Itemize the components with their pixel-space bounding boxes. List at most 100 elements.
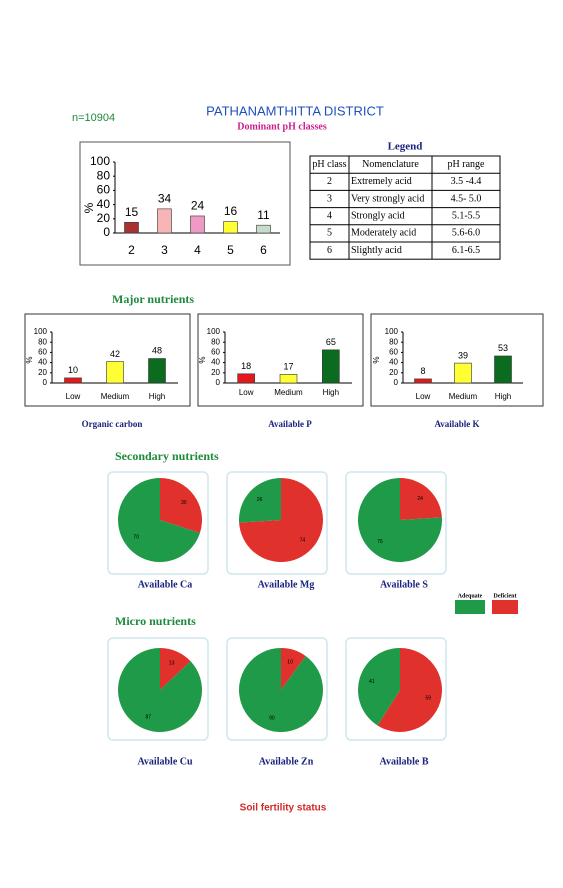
y-tick-label: 0	[394, 378, 399, 387]
y-tick-label: 40	[211, 358, 220, 367]
chart-caption: Available Zn	[259, 756, 314, 767]
chart-caption: Organic carbon	[82, 419, 143, 429]
data-label: 10	[68, 365, 78, 375]
x-tick-label: High	[495, 392, 511, 401]
data-label: 65	[326, 337, 336, 347]
data-label: 17	[283, 362, 293, 372]
y-tick-label: 0	[216, 378, 221, 387]
y-tick-label: 100	[34, 327, 48, 336]
pie-slice	[400, 478, 442, 520]
x-tick-label: Low	[416, 392, 431, 401]
section-heading: Secondary nutrients	[115, 449, 219, 463]
bar	[106, 361, 124, 384]
pie-slice	[281, 648, 306, 690]
chart-frame	[345, 471, 447, 575]
pie-slice	[358, 647, 400, 726]
y-axis-label: %	[82, 202, 96, 213]
chart-frame	[107, 637, 209, 741]
y-tick-label: 100	[90, 154, 110, 168]
data-label: 39	[458, 350, 468, 360]
data-label: 18	[241, 361, 251, 371]
bar	[454, 362, 472, 384]
chart-caption: Available B	[380, 756, 429, 767]
slice-label: 74	[300, 537, 306, 543]
chart-frame	[107, 471, 209, 575]
section-heading: Major nutrients	[112, 292, 194, 306]
data-label: 34	[158, 191, 172, 205]
y-tick-label: 40	[389, 358, 398, 367]
legend-title: Legend	[388, 141, 423, 153]
slice-label: 59	[425, 696, 431, 702]
bar	[223, 221, 238, 234]
data-label: 15	[125, 205, 139, 219]
chart-caption: Available P	[268, 419, 312, 429]
data-label: 42	[110, 349, 120, 359]
chart-frame	[24, 313, 191, 407]
table-header: Nomenclature	[362, 159, 419, 170]
slice-label: 30	[181, 500, 187, 506]
x-tick-label: 6	[260, 243, 267, 257]
y-axis-label: %	[198, 356, 207, 363]
legend-swatch	[455, 600, 485, 614]
y-tick-label: 60	[38, 348, 47, 357]
y-tick-label: 60	[389, 348, 398, 357]
data-label: 53	[498, 343, 508, 353]
chart-caption: Available Cu	[137, 756, 193, 767]
pie-slice	[358, 478, 442, 563]
bar	[148, 358, 166, 384]
pie-slice	[160, 648, 191, 690]
table-cell: 4.5- 5.0	[451, 193, 482, 204]
table-cell: Slightly acid	[351, 245, 402, 256]
table-header: pH range	[448, 159, 485, 170]
table-cell: Very strongly acid	[351, 193, 424, 204]
page-title: PATHANAMTHITTA DISTRICT	[206, 103, 384, 118]
footer: Soil fertility status	[240, 803, 327, 814]
chart-frame	[345, 637, 447, 741]
table-cell: Moderately acid	[351, 228, 416, 239]
y-tick-label: 100	[207, 327, 221, 336]
slice-label: 10	[287, 659, 293, 665]
pie-slice	[160, 478, 202, 533]
chart-frame	[226, 637, 328, 741]
y-tick-label: 40	[38, 358, 47, 367]
pie-slice	[377, 647, 442, 732]
slice-label: 70	[133, 535, 139, 541]
bar	[414, 378, 432, 384]
x-tick-label: 2	[128, 243, 135, 257]
y-tick-label: 20	[97, 211, 111, 225]
data-label: 24	[191, 199, 205, 213]
sample-size: n=10904	[72, 112, 115, 124]
y-tick-label: 20	[389, 368, 398, 377]
y-tick-label: 80	[97, 168, 111, 182]
slice-label: 13	[169, 660, 175, 666]
bar	[237, 373, 255, 384]
chart-caption: Available K	[434, 419, 479, 429]
y-tick-label: 80	[211, 337, 220, 346]
legend-swatch	[492, 600, 518, 614]
data-label: 48	[152, 346, 162, 356]
y-axis-label: %	[372, 356, 381, 363]
slice-label: 24	[417, 496, 423, 502]
table-cell: Strongly acid	[351, 210, 405, 221]
chart-caption: Available Ca	[138, 579, 193, 590]
bar	[279, 374, 298, 384]
y-tick-label: 60	[97, 183, 111, 197]
x-tick-label: Medium	[274, 388, 303, 397]
chart-caption: Available Mg	[258, 579, 315, 590]
table-cell: 6.1-6.5	[452, 245, 480, 256]
chart-caption: Available S	[380, 579, 428, 590]
bar	[256, 224, 271, 234]
x-tick-label: High	[323, 388, 339, 397]
x-tick-label: Low	[66, 392, 81, 401]
chart-frame	[197, 313, 364, 407]
bar	[124, 222, 139, 234]
legend-label: Deficient	[494, 593, 517, 599]
y-axis-label: %	[25, 356, 34, 363]
y-tick-label: 20	[211, 368, 220, 377]
table-cell: 5.6-6.0	[452, 228, 480, 239]
x-tick-label: 5	[227, 243, 234, 257]
y-tick-label: 0	[103, 225, 110, 239]
slice-label: 26	[257, 497, 263, 503]
y-tick-label: 60	[211, 348, 220, 357]
